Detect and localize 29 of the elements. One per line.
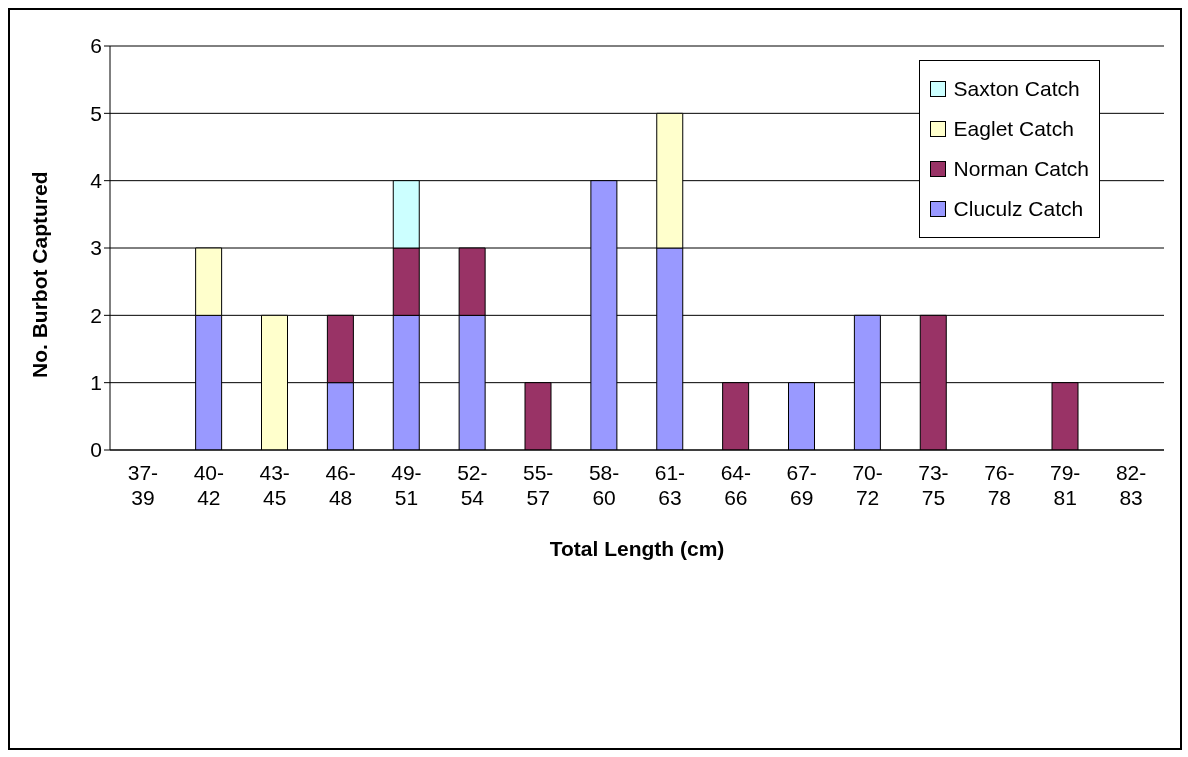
x-tick-label: 46-48 xyxy=(325,461,356,509)
legend-label: Saxton Catch xyxy=(953,77,1080,101)
x-tick-label: 58-60 xyxy=(588,461,620,509)
y-tick-label: 1 xyxy=(90,371,102,395)
x-tick-label: 67-69 xyxy=(786,461,817,509)
y-tick-label: 0 xyxy=(90,438,102,462)
y-axis-title: No. Burbot Captured xyxy=(28,171,52,378)
x-tick-label: 64-66 xyxy=(720,461,751,509)
x-tick-label: 55-57 xyxy=(523,461,554,509)
y-tick-label: 5 xyxy=(90,101,102,125)
legend-label: Norman Catch xyxy=(953,157,1089,181)
legend-label: Eaglet Catch xyxy=(953,117,1074,141)
x-tick-label: 76-78 xyxy=(984,461,1015,509)
y-tick-label: 6 xyxy=(90,34,102,58)
x-tick-label: 70-72 xyxy=(852,461,883,509)
x-tick-label: 52-54 xyxy=(457,461,488,509)
x-tick-label: 73-75 xyxy=(918,461,949,509)
x-tick-label: 49-51 xyxy=(391,461,422,509)
x-tick-label: 37-39 xyxy=(127,461,159,509)
x-tick-label: 79-81 xyxy=(1050,461,1081,509)
y-tick-label: 3 xyxy=(90,236,102,260)
x-tick-label: 43-45 xyxy=(259,461,290,509)
y-tick-label: 4 xyxy=(90,169,103,193)
legend-label: Cluculz Catch xyxy=(953,197,1084,221)
x-tick-label: 40-42 xyxy=(193,461,224,509)
x-tick-label: 82-83 xyxy=(1115,461,1147,509)
y-tick-label: 2 xyxy=(90,303,102,327)
x-axis-title: Total Length (cm) xyxy=(549,537,725,560)
x-tick-label: 61-63 xyxy=(654,461,686,509)
